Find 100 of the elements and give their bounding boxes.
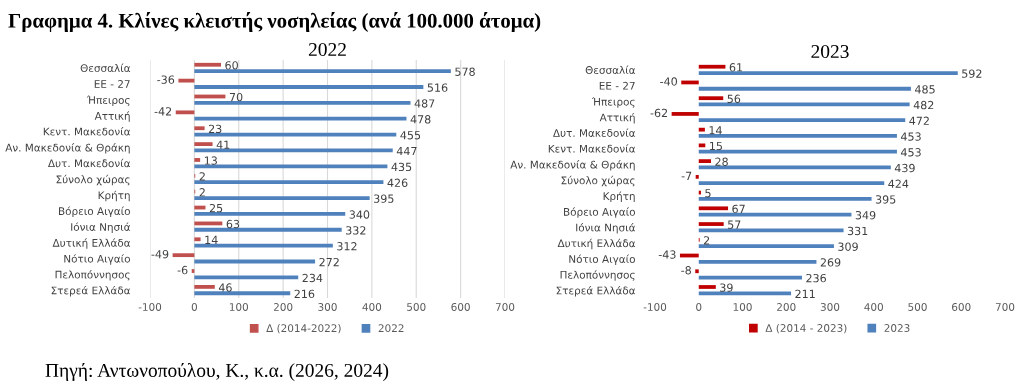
- bar: [194, 164, 388, 169]
- chart-title: 2023: [811, 44, 849, 59]
- x-tick-label: 600: [451, 303, 470, 311]
- data-label: 340: [349, 210, 370, 219]
- y-tick-label: Πελοπόννησος: [560, 270, 635, 281]
- data-label: 272: [319, 257, 339, 267]
- data-label: 478: [410, 115, 431, 124]
- bar: [698, 64, 726, 69]
- y-tick-label: Νότιο Αιγαίο: [64, 254, 130, 265]
- y-tick-label: Θεσσαλία: [585, 65, 636, 74]
- bar: [194, 237, 201, 242]
- bar: [695, 269, 699, 274]
- bar: [698, 196, 872, 201]
- data-label: 349: [855, 211, 876, 220]
- data-label: 435: [391, 162, 412, 172]
- bar: [194, 291, 291, 296]
- bar: [194, 100, 411, 105]
- data-label: 269: [820, 258, 841, 267]
- bar: [194, 85, 424, 89]
- bar: [698, 291, 792, 296]
- data-label: 426: [387, 178, 408, 187]
- data-label: 41: [216, 140, 230, 149]
- data-label: 28: [715, 157, 728, 166]
- data-label: 56: [727, 94, 741, 103]
- data-label: -43: [658, 250, 676, 259]
- x-tick-label: -100: [138, 303, 162, 311]
- data-label: 14: [709, 126, 722, 135]
- bar: [194, 212, 346, 216]
- data-label: -42: [154, 107, 172, 116]
- y-tick-label: Αν. Μακεδονία & Θράκη: [5, 143, 130, 154]
- bar: [194, 180, 384, 185]
- x-tick-label: 500: [407, 303, 426, 311]
- x-tick-label: 0: [696, 303, 702, 311]
- x-tick-label: 300: [820, 303, 840, 311]
- data-label: 15: [710, 141, 722, 151]
- data-label: 331: [847, 226, 868, 236]
- bar: [698, 285, 716, 289]
- x-tick-label: 700: [995, 303, 1015, 311]
- y-tick-label: Νότιο Αιγαίο: [569, 254, 635, 265]
- bar: [698, 244, 834, 248]
- data-label: 578: [455, 67, 475, 76]
- data-label: 592: [962, 69, 982, 78]
- y-tick-label: Πελοπόννησος: [55, 270, 130, 281]
- legend-label: 2022: [378, 324, 404, 333]
- data-label: 216: [294, 289, 315, 299]
- data-label: -62: [650, 108, 668, 118]
- x-tick-label: 300: [318, 303, 337, 311]
- x-tick-label: -100: [643, 303, 667, 311]
- bar: [194, 196, 370, 200]
- data-label: 39: [720, 283, 733, 292]
- data-label: 25: [209, 203, 223, 213]
- data-label: 453: [900, 132, 921, 141]
- data-label: 447: [396, 146, 417, 156]
- legend-label: Δ (2014 - 2023): [765, 323, 847, 334]
- data-label: 46: [218, 283, 232, 292]
- bar: [194, 243, 333, 248]
- bar: [698, 96, 724, 101]
- data-label: 236: [806, 273, 827, 283]
- data-label: 57: [728, 220, 741, 229]
- bar: [194, 116, 407, 121]
- text: Γραφημα 4. Κλίνες κλειστής νοσηλείας (ανά 100.000 άτομα): [8, 12, 541, 32]
- bar: [194, 275, 299, 280]
- y-tick-label: Θεσσαλία: [80, 63, 131, 73]
- chart-title: 2022: [308, 42, 346, 57]
- data-label: 312: [337, 242, 357, 251]
- x-tick-label: 400: [864, 303, 883, 311]
- data-label: 2: [703, 236, 710, 245]
- y-tick-label: Κεντ. Μακεδονία: [548, 144, 636, 153]
- legend-label: 2023: [884, 324, 910, 332]
- bar: [194, 142, 213, 146]
- y-tick-label: ΕΕ - 27: [599, 81, 635, 90]
- data-label: 63: [226, 219, 240, 229]
- data-label: 23: [208, 124, 222, 134]
- data-label: 482: [913, 100, 934, 110]
- y-tick-label: Σύνολο χώρας: [56, 174, 130, 186]
- y-tick-label: Κρήτη: [603, 191, 635, 203]
- x-tick-label: 500: [908, 303, 927, 311]
- y-tick-label: Δυτική Ελλάδα: [52, 238, 131, 249]
- bar: [698, 159, 711, 164]
- data-label: 516: [427, 83, 448, 92]
- bar: [698, 134, 897, 138]
- bar: [698, 259, 817, 264]
- data-label: 332: [346, 226, 366, 235]
- bar: [172, 253, 195, 258]
- bar: [698, 127, 705, 132]
- y-tick-label: Ιόνια Νησιά: [71, 222, 131, 233]
- data-label: 67: [732, 204, 745, 214]
- data-label: -8: [681, 266, 691, 275]
- bar: [194, 62, 221, 67]
- y-tick-label: Ήπειρος: [86, 95, 130, 107]
- bar: [194, 284, 215, 289]
- y-tick-label: Ήπειρος: [591, 97, 635, 108]
- bar: [698, 118, 906, 123]
- data-label: -36: [157, 75, 175, 84]
- bar: [695, 174, 699, 179]
- bar: [698, 222, 724, 226]
- bar: [698, 143, 706, 148]
- data-label: 13: [204, 156, 217, 165]
- bar: [698, 212, 852, 217]
- bar: [698, 228, 844, 233]
